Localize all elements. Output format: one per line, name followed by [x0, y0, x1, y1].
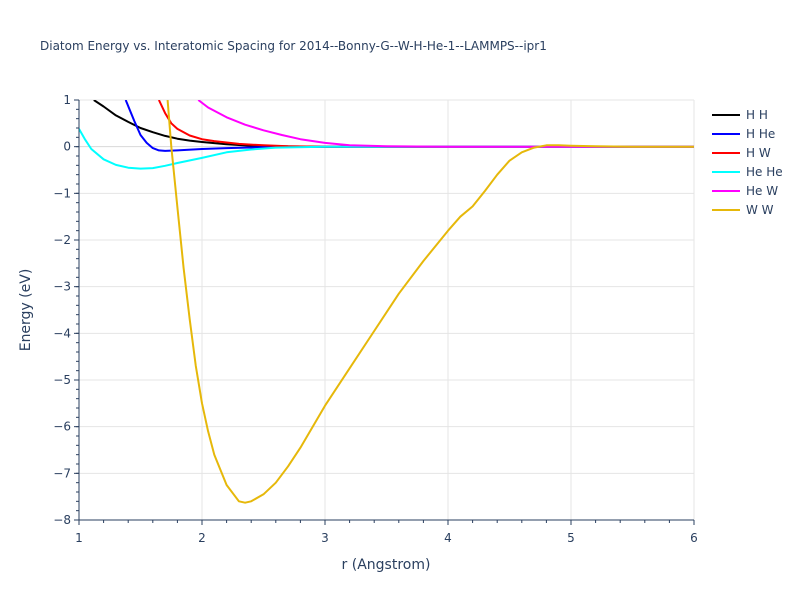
series-lines: [79, 100, 694, 504]
legend-label: He He: [746, 165, 783, 179]
y-tick-label: −5: [53, 373, 71, 387]
y-tick-label: 1: [63, 93, 71, 107]
y-tick-label: −8: [53, 513, 71, 527]
x-tick-label: 4: [444, 531, 452, 545]
legend-item-he-he[interactable]: He He: [712, 165, 783, 179]
y-tick-label: −1: [53, 186, 71, 200]
legend-label: H W: [746, 146, 771, 160]
y-tick-label: −4: [53, 326, 71, 340]
legend-label: He W: [746, 184, 778, 198]
legend-label: H H: [746, 108, 768, 122]
x-tick-label: 3: [321, 531, 329, 545]
legend-item-h-he[interactable]: H He: [712, 127, 775, 141]
series-line-he-w: [197, 100, 694, 148]
chart-title: Diatom Energy vs. Interatomic Spacing fo…: [40, 39, 547, 53]
legend-label: W W: [746, 203, 774, 217]
legend-label: H He: [746, 127, 775, 141]
x-tick-label: 2: [198, 531, 206, 545]
series-line-he-he: [79, 128, 694, 170]
series-line-w-w: [166, 100, 694, 504]
y-axis-title: Energy (eV): [18, 269, 34, 352]
y-tick-label: −3: [53, 280, 71, 294]
x-tick-label: 5: [567, 531, 575, 545]
y-tick-label: −7: [53, 466, 71, 480]
legend-item-h-h[interactable]: H H: [712, 108, 768, 122]
x-axis-title: r (Angstrom): [342, 557, 431, 573]
x-tick-label: 6: [690, 531, 698, 545]
legend-item-w-w[interactable]: W W: [712, 203, 774, 217]
series-line-h-h: [93, 100, 694, 148]
grid: [79, 99, 695, 521]
y-tick-label: −2: [53, 233, 71, 247]
y-tick-label: −6: [53, 420, 71, 434]
x-tick-label: 1: [75, 531, 83, 545]
legend-item-h-w[interactable]: H W: [712, 146, 771, 160]
legend-item-he-w[interactable]: He W: [712, 184, 778, 198]
axes: 1 2 3 4 5 6 1 0 −1 −2 −3 −4 −5 −6 −7 −8: [53, 93, 698, 545]
legend[interactable]: H H H He H W He He He W W W: [712, 108, 783, 217]
y-tick-label: 0: [63, 140, 71, 154]
